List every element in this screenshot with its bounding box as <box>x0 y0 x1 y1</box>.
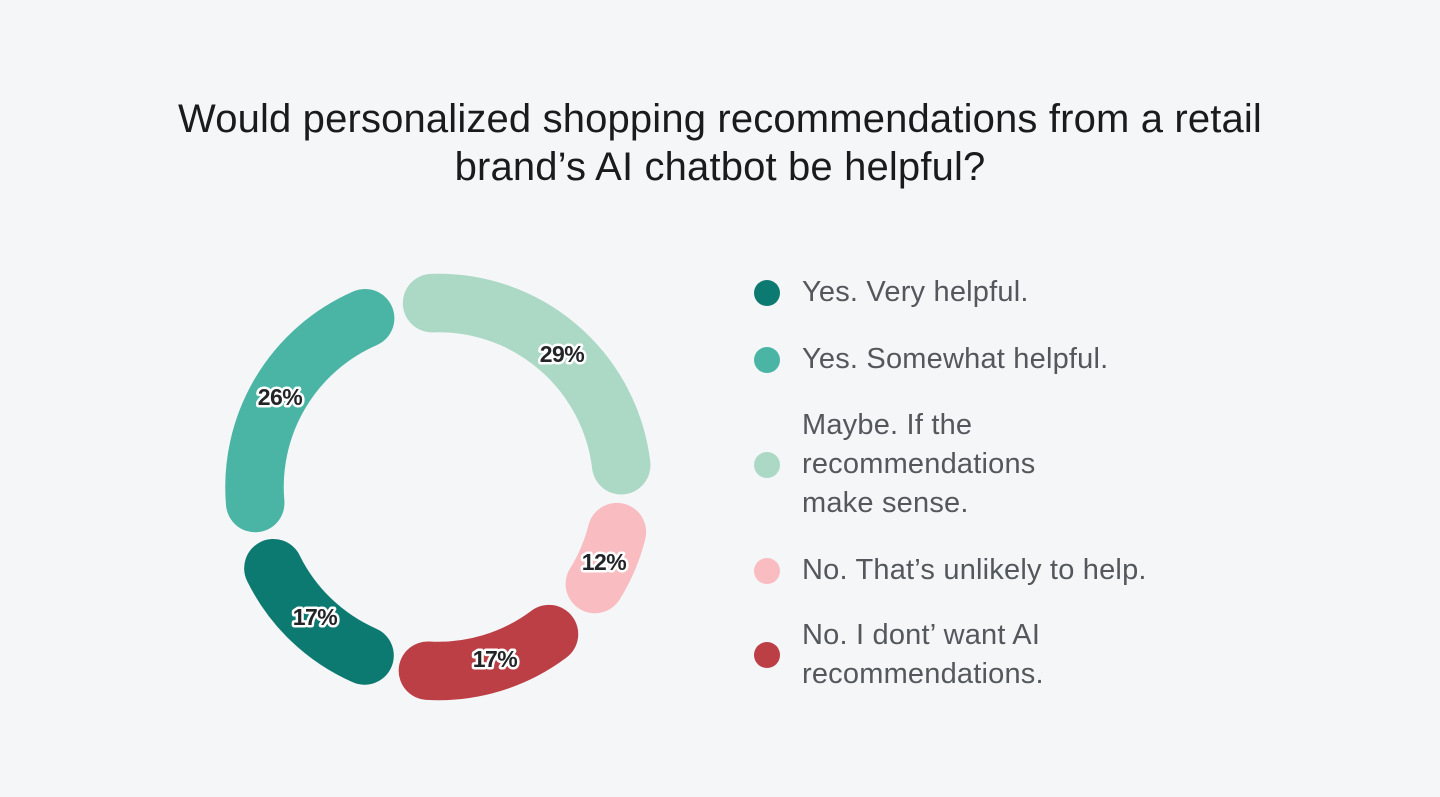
svg-text:17%: 17% <box>293 604 338 630</box>
svg-text:26%: 26% <box>258 384 303 410</box>
svg-text:17%: 17% <box>473 646 518 672</box>
svg-text:29%: 29% <box>540 341 585 367</box>
svg-text:12%: 12% <box>582 549 627 575</box>
